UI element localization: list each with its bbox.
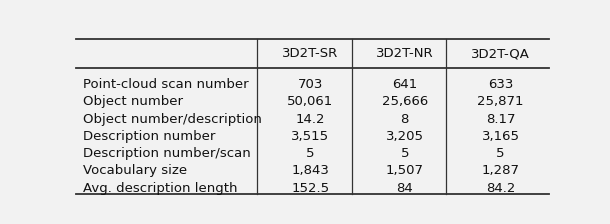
Text: 50,061: 50,061 [287, 95, 334, 108]
Text: 3,205: 3,205 [386, 130, 424, 143]
Text: 703: 703 [298, 78, 323, 91]
Text: 8.17: 8.17 [486, 113, 515, 126]
Text: Avg. description length: Avg. description length [84, 182, 238, 195]
Text: 641: 641 [392, 78, 417, 91]
Text: 5: 5 [401, 147, 409, 160]
Text: 14.2: 14.2 [295, 113, 325, 126]
Text: 1,507: 1,507 [386, 164, 424, 177]
Text: 3D2T-NR: 3D2T-NR [376, 47, 434, 60]
Text: 5: 5 [306, 147, 315, 160]
Text: Description number/scan: Description number/scan [84, 147, 251, 160]
Text: Object number: Object number [84, 95, 184, 108]
Text: 3D2T-QA: 3D2T-QA [471, 47, 529, 60]
Text: 84: 84 [396, 182, 413, 195]
Text: Object number/description: Object number/description [84, 113, 262, 126]
Text: 84.2: 84.2 [486, 182, 515, 195]
Text: 25,871: 25,871 [477, 95, 524, 108]
Text: 1,287: 1,287 [481, 164, 520, 177]
Text: 1,843: 1,843 [292, 164, 329, 177]
Text: 8: 8 [401, 113, 409, 126]
Text: 25,666: 25,666 [382, 95, 428, 108]
Text: Description number: Description number [84, 130, 216, 143]
Text: Vocabulary size: Vocabulary size [84, 164, 187, 177]
Text: 3,515: 3,515 [291, 130, 329, 143]
Text: 633: 633 [488, 78, 513, 91]
Text: 3,165: 3,165 [481, 130, 520, 143]
Text: Point-cloud scan number: Point-cloud scan number [84, 78, 249, 91]
Text: 152.5: 152.5 [291, 182, 329, 195]
Text: 3D2T-SR: 3D2T-SR [282, 47, 339, 60]
Text: 5: 5 [497, 147, 505, 160]
